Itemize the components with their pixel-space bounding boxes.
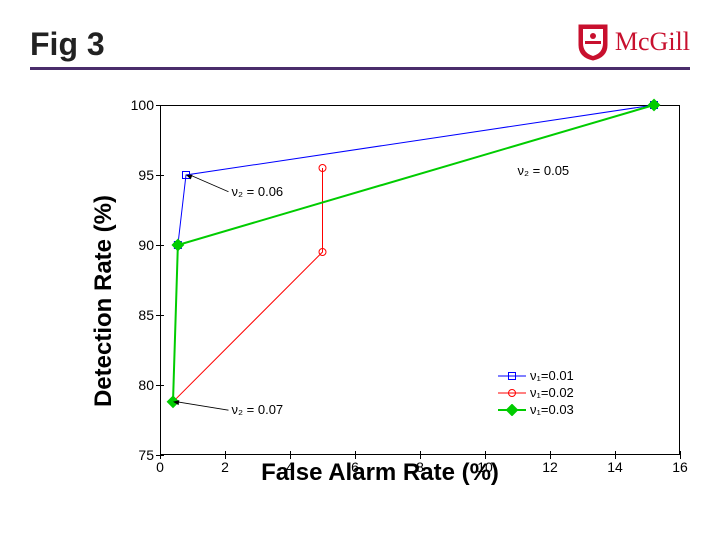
- x-axis-label: False Alarm Rate (%): [261, 459, 499, 487]
- plot-area: 02468101214167580859095100 ν₂ = 0.06ν₂ =…: [160, 105, 680, 455]
- mcgill-crest-icon: [577, 23, 609, 61]
- annotation-arrow: [190, 175, 229, 192]
- legend-item: ν₁=0.02: [498, 385, 574, 400]
- mcgill-logo-text: McGill: [615, 27, 690, 57]
- series-line: [173, 168, 323, 402]
- x-tick-label: 2: [221, 455, 229, 475]
- x-tick-label: 12: [542, 455, 558, 475]
- legend-label: ν₁=0.02: [530, 385, 574, 400]
- chart-annotation: ν₂ = 0.07: [232, 402, 284, 417]
- y-axis-label: Detection Rate (%): [90, 195, 118, 407]
- chart-annotation: ν₂ = 0.05: [518, 163, 570, 178]
- legend-item: ν₁=0.03: [498, 402, 574, 417]
- legend: ν₁=0.01 ν₁=0.02 ν₁=0.03: [498, 368, 574, 419]
- legend-swatch: [498, 404, 526, 416]
- legend-swatch: [498, 370, 526, 382]
- header: Fig 3 McGill: [30, 20, 690, 70]
- chart-frame: Detection Rate (%) 024681012141675808590…: [70, 95, 690, 495]
- y-tick-label: 100: [131, 97, 160, 113]
- y-tick-label: 80: [138, 377, 160, 393]
- legend-swatch: [498, 387, 526, 399]
- legend-label: ν₁=0.01: [530, 368, 574, 383]
- series-line: [173, 105, 654, 402]
- x-tick-label: 14: [607, 455, 623, 475]
- y-tick-label: 90: [138, 237, 160, 253]
- chart-annotation: ν₂ = 0.06: [232, 184, 284, 199]
- y-tick-label: 75: [138, 447, 160, 463]
- y-tick-label: 85: [138, 307, 160, 323]
- mcgill-logo: McGill: [577, 23, 690, 67]
- legend-label: ν₁=0.03: [530, 402, 574, 417]
- annotation-arrow: [177, 402, 229, 410]
- y-tick-label: 95: [138, 167, 160, 183]
- x-tick-label: 16: [672, 455, 688, 475]
- legend-item: ν₁=0.01: [498, 368, 574, 383]
- page-title: Fig 3: [30, 26, 105, 67]
